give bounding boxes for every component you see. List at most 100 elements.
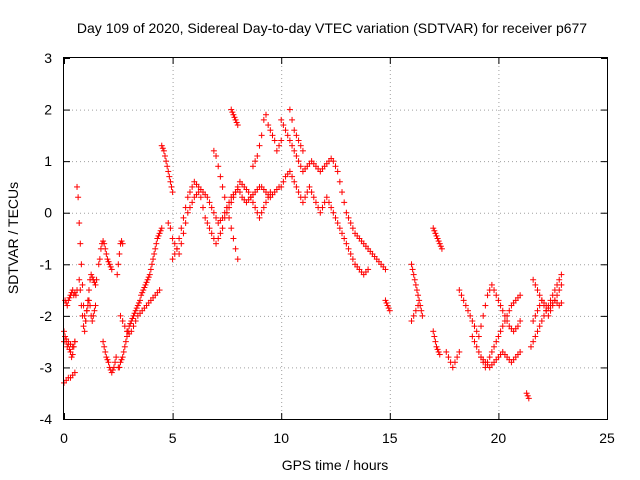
data-point [532, 312, 539, 319]
data-point [534, 328, 541, 335]
data-point [117, 359, 124, 366]
data-point [234, 256, 241, 263]
data-point [226, 214, 233, 221]
data-point [265, 194, 272, 201]
data-point [254, 152, 261, 159]
data-point [332, 214, 339, 221]
data-point [79, 312, 86, 319]
data-point [525, 395, 532, 402]
data-point [160, 147, 167, 154]
data-point [258, 132, 265, 139]
data-point [517, 292, 524, 299]
data-point [83, 307, 90, 314]
data-point [184, 194, 191, 201]
data-point [102, 348, 109, 355]
data-point [464, 307, 471, 314]
data-point [89, 318, 96, 325]
data-point [499, 307, 506, 314]
data-point [206, 199, 213, 206]
plot-frame [63, 57, 608, 420]
data-point [78, 302, 85, 309]
data-point [310, 194, 317, 201]
data-point [116, 364, 123, 371]
data-point [347, 250, 354, 257]
data-point [336, 178, 343, 185]
data-point [92, 302, 99, 309]
data-point [433, 343, 440, 350]
data-point [293, 132, 300, 139]
data-point [475, 348, 482, 355]
data-point [493, 292, 500, 299]
data-point [151, 250, 158, 257]
data-point [105, 359, 112, 366]
data-point [299, 199, 306, 206]
data-point [165, 220, 172, 227]
data-point [432, 338, 439, 345]
data-point [231, 114, 238, 121]
data-point [167, 178, 174, 185]
data-point [89, 274, 96, 281]
data-point [330, 209, 337, 216]
data-point [328, 204, 335, 211]
data-point [217, 173, 224, 180]
data-point [68, 354, 75, 361]
data-point [434, 235, 441, 242]
data-point [334, 168, 341, 175]
data-point [278, 116, 285, 123]
data-point [460, 297, 467, 304]
data-point [159, 145, 166, 152]
data-point [219, 183, 226, 190]
x-tick-label: 20 [491, 430, 507, 446]
data-point [499, 323, 506, 330]
data-point [273, 147, 280, 154]
data-point [451, 359, 458, 366]
x-tick-label: 5 [169, 430, 177, 446]
data-point [114, 271, 121, 278]
data-point [384, 302, 391, 309]
data-point [75, 194, 82, 201]
data-point [213, 240, 220, 247]
data-point [230, 194, 237, 201]
data-point [256, 142, 263, 149]
data-point [142, 281, 149, 288]
data-point [117, 312, 124, 319]
data-point [456, 287, 463, 294]
y-tick-label: -3 [40, 359, 53, 375]
data-point [289, 142, 296, 149]
data-point [202, 214, 209, 221]
data-point [168, 183, 175, 190]
data-point [91, 307, 98, 314]
data-point [210, 147, 217, 154]
data-point [249, 199, 256, 206]
data-point [497, 302, 504, 309]
data-point [234, 122, 241, 129]
data-point [217, 230, 224, 237]
data-point [230, 111, 237, 118]
data-point [189, 183, 196, 190]
data-point [252, 204, 259, 211]
data-point [434, 346, 441, 353]
data-point [536, 323, 543, 330]
data-point [105, 258, 112, 265]
tick-labels: 0 5 10 15 20 25 -4 -3 -2 -1 0 1 2 3 [40, 50, 615, 446]
data-point [260, 204, 267, 211]
data-point [433, 232, 440, 239]
data-point [232, 116, 239, 123]
data-point [221, 194, 228, 201]
data-point [108, 369, 115, 376]
y-tick-label: -4 [40, 411, 53, 427]
data-point [108, 266, 115, 273]
data-point [556, 276, 563, 283]
data-point [491, 343, 498, 350]
data-point [232, 189, 239, 196]
data-point [76, 276, 83, 283]
data-point [134, 302, 141, 309]
data-point [471, 323, 478, 330]
data-point [161, 152, 168, 159]
data-point [514, 323, 521, 330]
data-point [146, 271, 153, 278]
data-point [96, 256, 103, 263]
data-point [228, 199, 235, 206]
data-point [291, 127, 298, 134]
